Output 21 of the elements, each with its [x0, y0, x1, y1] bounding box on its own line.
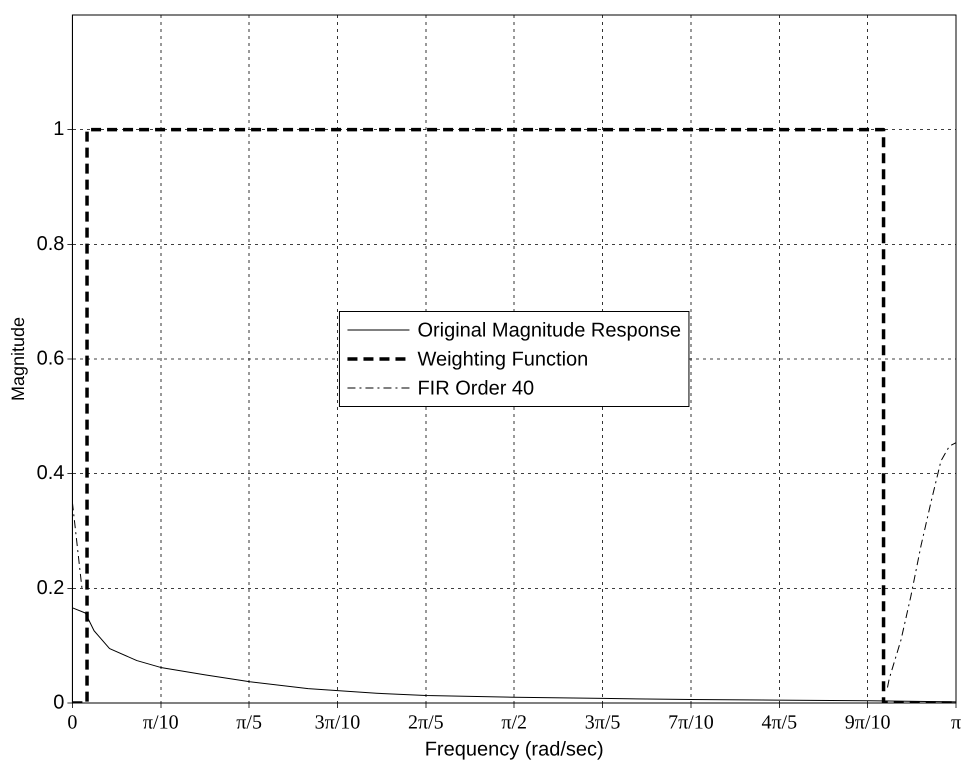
- y-tick-label: 0.4: [36, 462, 64, 484]
- legend-label: FIR Order 40: [417, 378, 534, 400]
- x-tick-label: 2π/5: [408, 711, 444, 734]
- legend-label: Weighting Function: [417, 348, 588, 371]
- y-tick-label: 0.8: [36, 232, 64, 255]
- legend-label: Original Magnitude Response: [417, 320, 681, 342]
- x-tick-label: π/2: [501, 711, 528, 734]
- x-tick-label: 4π/5: [761, 711, 798, 734]
- x-tick-label: 9π/10: [844, 711, 890, 734]
- y-tick-label: 0: [53, 692, 64, 714]
- x-tick-label: π/10: [142, 711, 179, 734]
- y-tick-label: 0.2: [36, 576, 64, 599]
- y-tick-label: 1: [53, 118, 64, 140]
- x-tick-label: 3π/5: [584, 711, 620, 734]
- x-tick-label: π: [950, 711, 962, 734]
- x-tick-label: π/5: [236, 711, 262, 734]
- x-tick-label: 3π/10: [314, 711, 360, 734]
- y-tick-label: 0.6: [36, 348, 64, 370]
- x-axis-title: Frequency (rad/sec): [424, 738, 604, 761]
- y-axis-title: Magnitude: [8, 316, 28, 402]
- x-tick-label: 7π/10: [668, 711, 714, 734]
